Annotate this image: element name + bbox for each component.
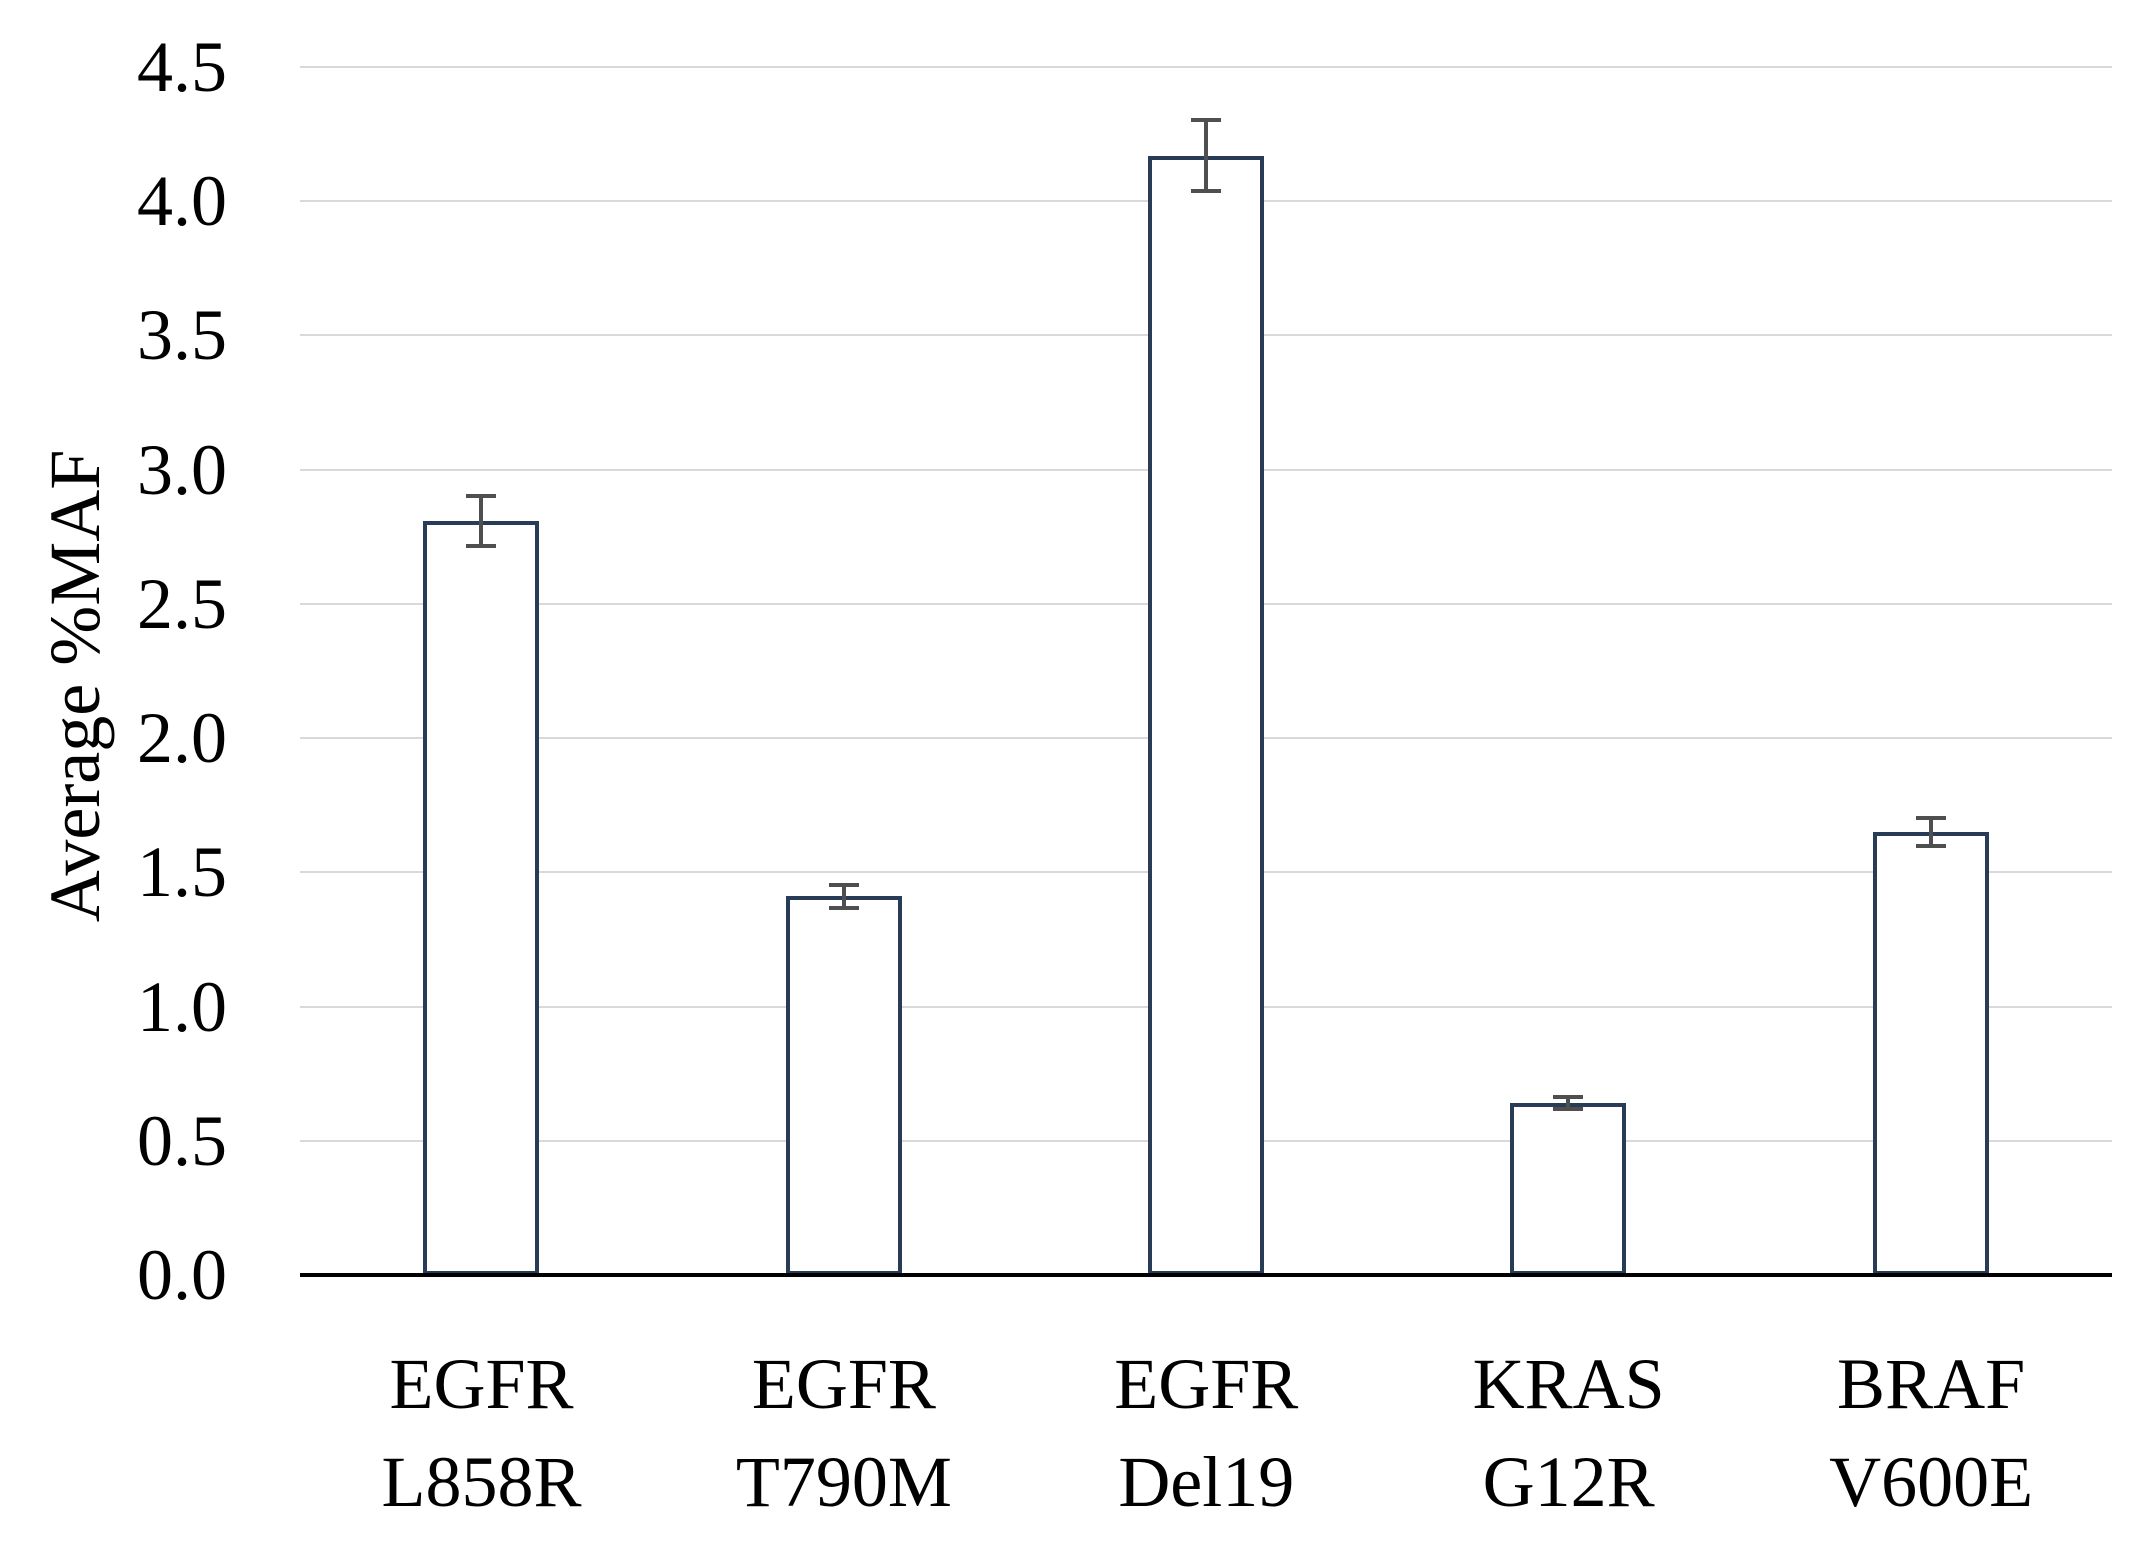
x-category-label-kras-g12r-line1: KRAS: [1472, 1344, 1665, 1424]
x-category-label-braf-v600e-line1: BRAF: [1837, 1344, 2026, 1424]
bar-egfr-del19: [1148, 155, 1264, 1275]
error-bar-cap-bottom: [1191, 189, 1221, 194]
error-bar-line: [1204, 118, 1208, 194]
bar-egfr-l858r: [423, 520, 540, 1275]
y-tick-label-1.5: 1.5: [137, 832, 227, 913]
error-bar-cap-top: [1553, 1095, 1584, 1100]
bar-egfr-t790m: [785, 896, 902, 1275]
gridline-4.5: [300, 66, 2112, 68]
y-tick-label-4.5: 4.5: [137, 27, 227, 107]
error-bar-line: [1928, 815, 1933, 849]
bar-braf-v600e: [1872, 832, 1989, 1275]
y-tick-label-2.5: 2.5: [137, 563, 227, 644]
y-tick-label-3.0: 3.0: [137, 429, 227, 510]
x-category-label-egfr-l858r-line2: L858R: [381, 1442, 582, 1522]
bar-kras-g12r: [1510, 1103, 1627, 1275]
y-tick-label-3.5: 3.5: [137, 295, 227, 376]
error-bar-cap-bottom: [1553, 1107, 1584, 1112]
error-bar-cap-bottom: [466, 543, 497, 548]
error-bar-cap-top: [466, 493, 497, 498]
plot-area: [300, 66, 2112, 1277]
error-bar-cap-bottom: [828, 905, 859, 910]
x-category-label-egfr-t790m-line2: T790M: [735, 1442, 952, 1522]
error-bar-line: [841, 883, 846, 910]
x-category-label-kras-g12r-line2: G12R: [1482, 1442, 1655, 1522]
error-bar-line: [1566, 1095, 1571, 1112]
y-tick-label-0.0: 0.0: [137, 1235, 227, 1315]
y-tick-label-0.5: 0.5: [137, 1100, 227, 1181]
y-tick-label-2.0: 2.0: [137, 698, 227, 779]
x-category-label-egfr-del19-line2: Del19: [1118, 1442, 1295, 1522]
y-tick-label-4.0: 4.0: [137, 161, 227, 242]
y-tick-label-1.0: 1.0: [137, 966, 227, 1047]
x-category-label-egfr-del19-line1: EGFR: [1114, 1344, 1299, 1424]
error-bar-cap-bottom: [1915, 844, 1946, 849]
error-bar-cap-top: [1915, 815, 1946, 820]
error-bar-cap-top: [1191, 118, 1221, 122]
error-bar-cap-top: [828, 883, 859, 888]
error-bar-line: [479, 493, 484, 548]
x-axis-line: [300, 1273, 2112, 1277]
x-category-label-egfr-t790m-line1: EGFR: [751, 1344, 936, 1424]
x-category-label-braf-v600e-line2: V600E: [1829, 1442, 2034, 1522]
x-category-label-egfr-l858r-line1: EGFR: [389, 1344, 574, 1424]
